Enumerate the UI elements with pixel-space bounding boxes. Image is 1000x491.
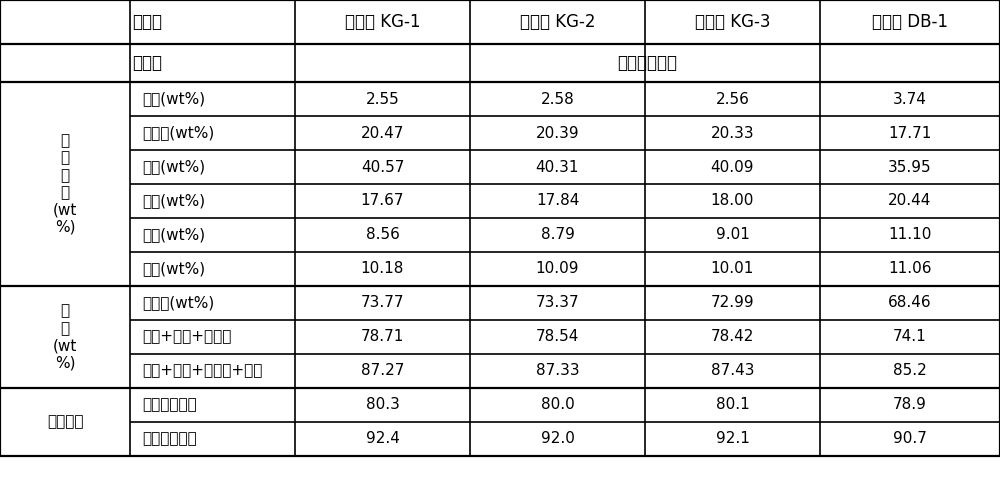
Text: 40.31: 40.31 [536, 160, 579, 174]
Text: 干气(wt%): 干气(wt%) [142, 91, 205, 107]
Text: 催化剂 DB-1: 催化剂 DB-1 [872, 13, 948, 31]
Text: 催化剂 KG-2: 催化剂 KG-2 [520, 13, 595, 31]
Text: 87.27: 87.27 [361, 363, 404, 379]
Text: 11.10: 11.10 [888, 227, 932, 243]
Text: 研究法辛烷值: 研究法辛烷值 [142, 432, 197, 446]
Text: 73.77: 73.77 [361, 296, 404, 310]
Text: 78.54: 78.54 [536, 329, 579, 345]
Text: 40.57: 40.57 [361, 160, 404, 174]
Text: 焦炭(wt%): 焦炭(wt%) [142, 262, 205, 276]
Text: 20.47: 20.47 [361, 126, 404, 140]
Text: 17.67: 17.67 [361, 193, 404, 209]
Text: 11.06: 11.06 [888, 262, 932, 276]
Text: 78.9: 78.9 [893, 398, 927, 412]
Text: 汽油+柴油+液化气: 汽油+柴油+液化气 [142, 329, 231, 345]
Text: 2.56: 2.56 [716, 91, 749, 107]
Text: 汽油性质: 汽油性质 [47, 414, 83, 430]
Text: 87.43: 87.43 [711, 363, 754, 379]
Text: 催化剂 KG-3: 催化剂 KG-3 [695, 13, 770, 31]
Text: 68.46: 68.46 [888, 296, 932, 310]
Text: 液化气(wt%): 液化气(wt%) [142, 126, 214, 140]
Text: 78.71: 78.71 [361, 329, 404, 345]
Text: 73.37: 73.37 [536, 296, 579, 310]
Text: 92.4: 92.4 [366, 432, 399, 446]
Text: 马达法辛烷值: 马达法辛烷值 [142, 398, 197, 412]
Text: 10.09: 10.09 [536, 262, 579, 276]
Text: 2.58: 2.58 [541, 91, 574, 107]
Text: 9.01: 9.01 [716, 227, 749, 243]
Text: 3.74: 3.74 [893, 91, 927, 107]
Text: 柴油(wt%): 柴油(wt%) [142, 193, 205, 209]
Text: 汽油+柴油+液化气+重油: 汽油+柴油+液化气+重油 [142, 363, 262, 379]
Text: 87.33: 87.33 [536, 363, 579, 379]
Text: 转化率(wt%): 转化率(wt%) [142, 296, 214, 310]
Text: 10.01: 10.01 [711, 262, 754, 276]
Text: 92.1: 92.1 [716, 432, 749, 446]
Text: 80.0: 80.0 [541, 398, 574, 412]
Text: 8.79: 8.79 [541, 227, 574, 243]
Text: 8.56: 8.56 [366, 227, 399, 243]
Text: 催化剂: 催化剂 [132, 13, 162, 31]
Text: 汽油(wt%): 汽油(wt%) [142, 160, 205, 174]
Text: 催化剂 KG-1: 催化剂 KG-1 [345, 13, 420, 31]
Text: 90.7: 90.7 [893, 432, 927, 446]
Text: 18.00: 18.00 [711, 193, 754, 209]
Text: 原料油: 原料油 [132, 54, 162, 72]
Text: 40.09: 40.09 [711, 160, 754, 174]
Text: 85.2: 85.2 [893, 363, 927, 379]
Text: 20.44: 20.44 [888, 193, 932, 209]
Text: 某炼厂原料油: 某炼厂原料油 [618, 54, 678, 72]
Text: 20.39: 20.39 [536, 126, 579, 140]
Text: 20.33: 20.33 [711, 126, 754, 140]
Text: 17.71: 17.71 [888, 126, 932, 140]
Text: 10.18: 10.18 [361, 262, 404, 276]
Text: 产
物
分
布
(wt
%): 产 物 分 布 (wt %) [53, 133, 77, 235]
Text: 80.1: 80.1 [716, 398, 749, 412]
Text: 重油(wt%): 重油(wt%) [142, 227, 205, 243]
Text: 72.99: 72.99 [711, 296, 754, 310]
Text: 35.95: 35.95 [888, 160, 932, 174]
Text: 74.1: 74.1 [893, 329, 927, 345]
Text: 17.84: 17.84 [536, 193, 579, 209]
Text: 2.55: 2.55 [366, 91, 399, 107]
Text: 收
率
(wt
%): 收 率 (wt %) [53, 303, 77, 371]
Text: 78.42: 78.42 [711, 329, 754, 345]
Text: 80.3: 80.3 [366, 398, 399, 412]
Text: 92.0: 92.0 [541, 432, 574, 446]
